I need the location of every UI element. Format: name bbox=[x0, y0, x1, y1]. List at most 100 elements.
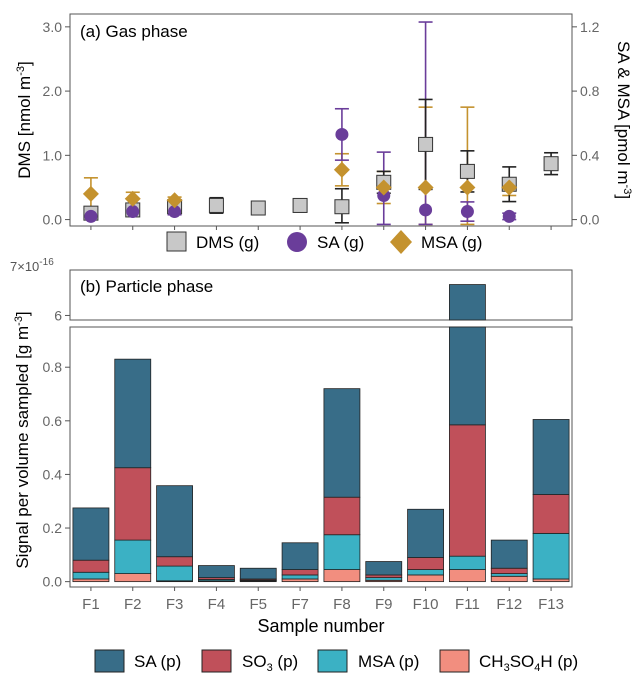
sa-g-point-f11 bbox=[460, 205, 474, 219]
legend-msa-p-label: MSA (p) bbox=[358, 652, 419, 671]
dms-g-point-f10 bbox=[418, 136, 434, 152]
sa-p-bar-f1 bbox=[72, 507, 110, 561]
sa-p-bar-f11-upper bbox=[449, 284, 486, 321]
sa-p-bar-f4 bbox=[198, 565, 235, 579]
particle-phase-legend: SA (p) SO3 (p) MSA (p) CH3SO4H (p) bbox=[94, 649, 578, 674]
particle-lower-plot-area bbox=[69, 326, 573, 588]
x-tick-label-f9: F9 bbox=[375, 596, 393, 613]
dms-axis-label: DMS [nmol m-3] bbox=[15, 61, 34, 178]
particle-x-ticks: F1 F2 F3 F4 F5 F7 F8 F9 F10 F11 F12 F13 bbox=[82, 587, 564, 613]
right-tick-label: 0.0 bbox=[580, 212, 600, 228]
legend-sa-p-label: SA (p) bbox=[134, 652, 181, 671]
so3-p-bar-f10 bbox=[407, 557, 444, 570]
legend-msa-p-swatch bbox=[317, 649, 348, 673]
dms-g-point-f7 bbox=[292, 197, 308, 213]
legend-so3-swatch bbox=[201, 649, 232, 673]
sa-p-bar-f13 bbox=[532, 419, 570, 495]
right-tick-label: 0.4 bbox=[580, 147, 600, 163]
sa-g-point-f12 bbox=[502, 209, 516, 223]
gas-phase-panel: (a) Gas phase 0.01.02.03.0 0.00.40.81.2 … bbox=[15, 13, 633, 230]
msa-g-point-f9 bbox=[375, 179, 392, 196]
legend-ch3so4h-swatch bbox=[439, 649, 470, 673]
left-tick-label: 3.0 bbox=[43, 19, 63, 35]
legend-sa-label: SA (g) bbox=[317, 233, 364, 252]
legend-dms-marker bbox=[166, 231, 187, 252]
sa-p-bar-f10 bbox=[407, 508, 444, 558]
x-tick-label-f1: F1 bbox=[82, 596, 100, 613]
msa-p-bar-f13 bbox=[532, 532, 570, 580]
lower-tick-label: 0.8 bbox=[43, 359, 63, 375]
gas-x-ticks bbox=[90, 226, 552, 230]
x-axis-title: Sample number bbox=[257, 616, 384, 636]
left-tick-label: 2.0 bbox=[43, 83, 63, 99]
legend-so3-label: SO3 (p) bbox=[242, 652, 298, 674]
sa-g-point-f9 bbox=[377, 188, 391, 202]
x-tick-label-f13: F13 bbox=[538, 596, 564, 613]
gas-phase-legend: DMS (g) SA (g) MSA (g) bbox=[166, 230, 482, 254]
msa-p-bar-f12 bbox=[490, 573, 528, 577]
x-tick-label-f2: F2 bbox=[124, 596, 142, 613]
dms-g-point-f4 bbox=[208, 197, 224, 213]
legend-sa-p-swatch bbox=[94, 649, 125, 673]
ch3so4h-p-bar-f8 bbox=[323, 569, 361, 583]
msa-p-bar-f10 bbox=[407, 569, 444, 576]
particle-bars bbox=[72, 326, 570, 583]
sa-p-bar-f5 bbox=[239, 567, 277, 580]
right-tick-label: 1.2 bbox=[580, 19, 600, 35]
particle-lower-panel: 0.00.20.40.60.8 F1 F2 F3 F4 F5 F7 F8 F9 F10 F11 F1… bbox=[13, 311, 573, 636]
so3-p-bar-f1 bbox=[72, 559, 110, 573]
lower-y-ticks: 0.0 0.2 0.4 0.6 0.8 bbox=[43, 359, 70, 590]
sa-g-point-f8 bbox=[335, 127, 349, 141]
dms-g-point-f5 bbox=[250, 200, 266, 216]
msa-g-point-f8 bbox=[333, 161, 350, 178]
msa-p-bar-f2 bbox=[114, 539, 152, 574]
x-tick-label-f8: F8 bbox=[333, 596, 351, 613]
ch3so4h-p-bar-f1 bbox=[72, 578, 110, 583]
upper-y-ticks: 6 bbox=[54, 284, 486, 323]
msa-p-bar-f11 bbox=[449, 555, 486, 570]
ch3so4h-p-bar-f13 bbox=[532, 578, 570, 583]
legend-msa-label: MSA (g) bbox=[421, 233, 482, 252]
ch3so4h-p-bar-f2 bbox=[114, 573, 152, 583]
so3-p-bar-f2 bbox=[114, 467, 152, 541]
y-multiplier: 7×10-16 bbox=[10, 257, 54, 274]
so3-p-bar-f3 bbox=[156, 556, 193, 567]
msa-p-bar-f3 bbox=[156, 565, 193, 582]
sa-g-point-f3 bbox=[168, 205, 182, 219]
msa-g-point-f12 bbox=[501, 179, 518, 196]
x-tick-label-f7: F7 bbox=[291, 596, 309, 613]
right-axis-ticks: 0.0 0.4 0.8 1.2 bbox=[572, 19, 600, 228]
sa-p-bar-f3 bbox=[156, 485, 193, 558]
gas-phase-plot-area bbox=[69, 13, 573, 227]
ch3so4h-p-bar-f7 bbox=[281, 578, 319, 583]
so3-p-bar-f7 bbox=[281, 569, 319, 576]
sa-p-bar-f8 bbox=[323, 388, 361, 498]
sa-g-point-f10 bbox=[419, 203, 433, 217]
particle-upper-panel: (b) Particle phase 7×10-16 6 bbox=[10, 257, 573, 323]
so3-p-bar-f12 bbox=[490, 567, 528, 574]
dms-g-point-f8 bbox=[334, 199, 350, 215]
x-tick-label-f5: F5 bbox=[249, 596, 267, 613]
msa-p-bar-f9 bbox=[365, 577, 403, 581]
so3-p-bar-f13 bbox=[532, 494, 570, 534]
x-tick-label-f3: F3 bbox=[166, 596, 184, 613]
lower-tick-label: 0.4 bbox=[43, 466, 63, 482]
ch3so4h-p-bar-f11 bbox=[449, 569, 486, 583]
so3-p-bar-f9 bbox=[365, 574, 403, 579]
msa-g-point-f2 bbox=[124, 190, 141, 207]
so3-p-bar-f8 bbox=[323, 496, 361, 536]
particle-phase-title: (b) Particle phase bbox=[80, 277, 213, 296]
legend-dms-label: DMS (g) bbox=[196, 233, 259, 252]
msa-p-bar-f8 bbox=[323, 534, 361, 570]
msa-g-point-f10 bbox=[417, 179, 434, 196]
gas-phase-title: (a) Gas phase bbox=[80, 22, 188, 41]
msa-p-bar-f7 bbox=[281, 574, 319, 580]
ch3so4h-p-bar-f12 bbox=[490, 575, 528, 583]
sa-p-bar-f7 bbox=[281, 542, 319, 570]
sa-p-bar-f11 bbox=[449, 326, 486, 426]
sa-g-point-f1 bbox=[84, 209, 98, 223]
x-tick-label-f12: F12 bbox=[496, 596, 522, 613]
msa-g-point-f1 bbox=[82, 185, 99, 202]
lower-tick-label: 0.0 bbox=[43, 574, 63, 590]
